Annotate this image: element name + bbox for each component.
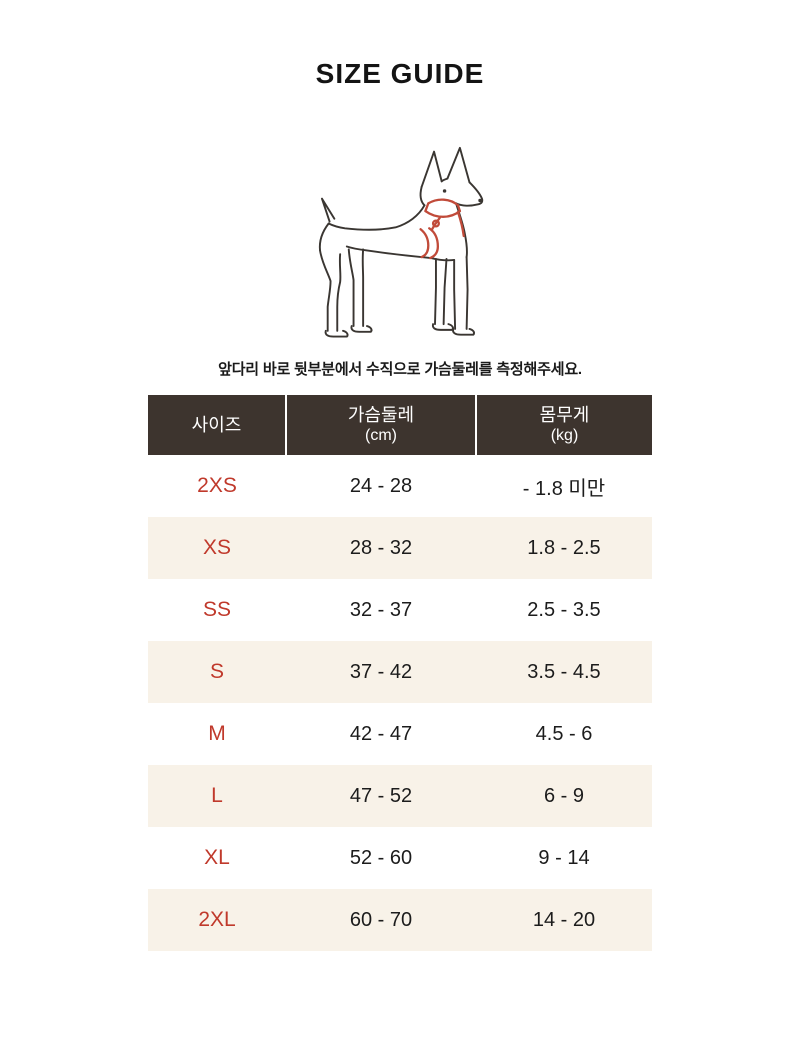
size-cell: 2XS (197, 474, 237, 497)
weight-cell: 4.5 - 6 (535, 722, 593, 745)
col-header-size: 사이즈 (148, 395, 286, 455)
dog-harness-lines (418, 198, 465, 260)
chest-cell: 52 - 60 (349, 846, 413, 869)
size-table-body: 2XS 24 - 28 - 1.8 미만 XS 28 - 32 1.8 - 2.… (148, 455, 652, 951)
measurement-instruction: 앞다리 바로 뒷부분에서 수직으로 가슴둘레를 측정해주세요. (218, 361, 582, 378)
chest-cell: 28 - 32 (349, 536, 413, 559)
weight-cell: 9 - 14 (538, 846, 590, 869)
size-cell: 2XL (198, 908, 236, 931)
page-title: SIZE GUIDE (315, 58, 485, 89)
col-header-size-label: 사이즈 (191, 414, 242, 435)
col-header-chest: 가슴둘레 (cm) (285, 395, 476, 455)
dog-with-harness-drawing (318, 146, 483, 338)
table-row: XL 52 - 60 9 - 14 (148, 827, 652, 889)
table-row: XS 28 - 32 1.8 - 2.5 (148, 517, 652, 579)
weight-cell: 14 - 20 (532, 908, 596, 931)
dog-outline (318, 146, 483, 338)
weight-cell: - 1.8 미만 (522, 477, 606, 500)
header-row: 사이즈 가슴둘레 (cm) 몸무게 (kg) (148, 395, 652, 455)
weight-cell: 1.8 - 2.5 (527, 536, 601, 559)
size-cell: SS (202, 598, 231, 621)
table-row: SS 32 - 37 2.5 - 3.5 (148, 579, 652, 641)
chest-cell: 60 - 70 (349, 908, 413, 931)
col-header-weight: 몸무게 (kg) (475, 395, 652, 455)
table-row: M 42 - 47 4.5 - 6 (148, 703, 652, 765)
size-cell: XL (204, 846, 230, 869)
chest-cell: 24 - 28 (349, 474, 413, 497)
dog-illustration (280, 142, 520, 352)
weight-cell: 3.5 - 4.5 (527, 660, 601, 683)
table-row: L 47 - 52 6 - 9 (148, 765, 652, 827)
col-header-chest-unit: (cm) (365, 427, 397, 445)
col-header-chest-label: 가슴둘레 (347, 404, 415, 425)
size-cell: S (209, 660, 224, 683)
size-cell: M (208, 722, 226, 745)
size-table-header: 사이즈 가슴둘레 (cm) 몸무게 (kg) (148, 395, 652, 455)
weight-cell: 2.5 - 3.5 (527, 598, 601, 621)
chest-cell: 42 - 47 (349, 722, 413, 745)
table-row: 2XS 24 - 28 - 1.8 미만 (148, 455, 652, 517)
chest-cell: 47 - 52 (349, 784, 413, 807)
size-cell: L (211, 784, 223, 807)
chest-cell: 37 - 42 (349, 660, 413, 683)
chest-cell: 32 - 37 (349, 598, 413, 621)
col-header-weight-unit: (kg) (550, 427, 579, 445)
table-row: 2XL 60 - 70 14 - 20 (148, 889, 652, 951)
table-row: S 37 - 42 3.5 - 4.5 (148, 641, 652, 703)
weight-cell: 6 - 9 (543, 784, 585, 807)
col-header-weight-label: 몸무게 (539, 404, 590, 425)
size-cell: XS (202, 536, 231, 559)
size-table: 사이즈 가슴둘레 (cm) 몸무게 (kg) 2XS 24 - 28 - 1.8… (148, 395, 652, 951)
